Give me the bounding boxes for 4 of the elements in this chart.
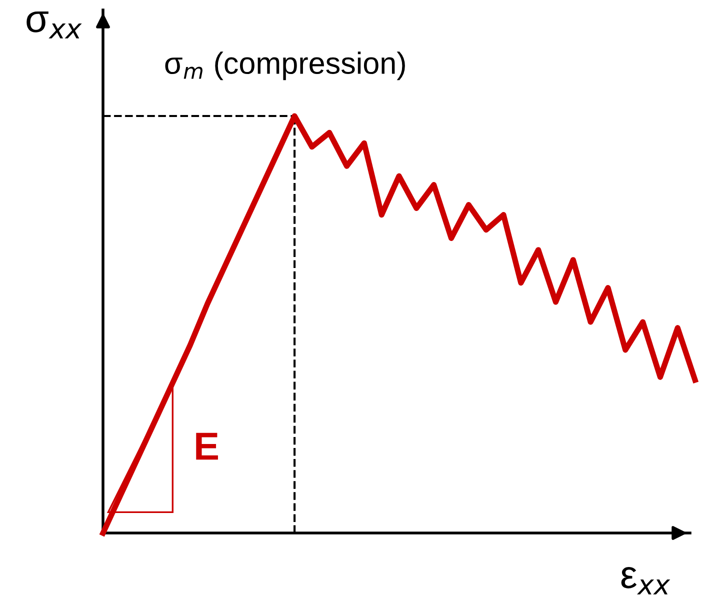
y-axis-title: σ$_{xx}$ [26,11,82,38]
annotation: E [196,432,218,460]
annotation: σ$_{m}$ (compression) [165,52,405,80]
x-axis-title: ε$_{xx}$ [621,567,670,594]
